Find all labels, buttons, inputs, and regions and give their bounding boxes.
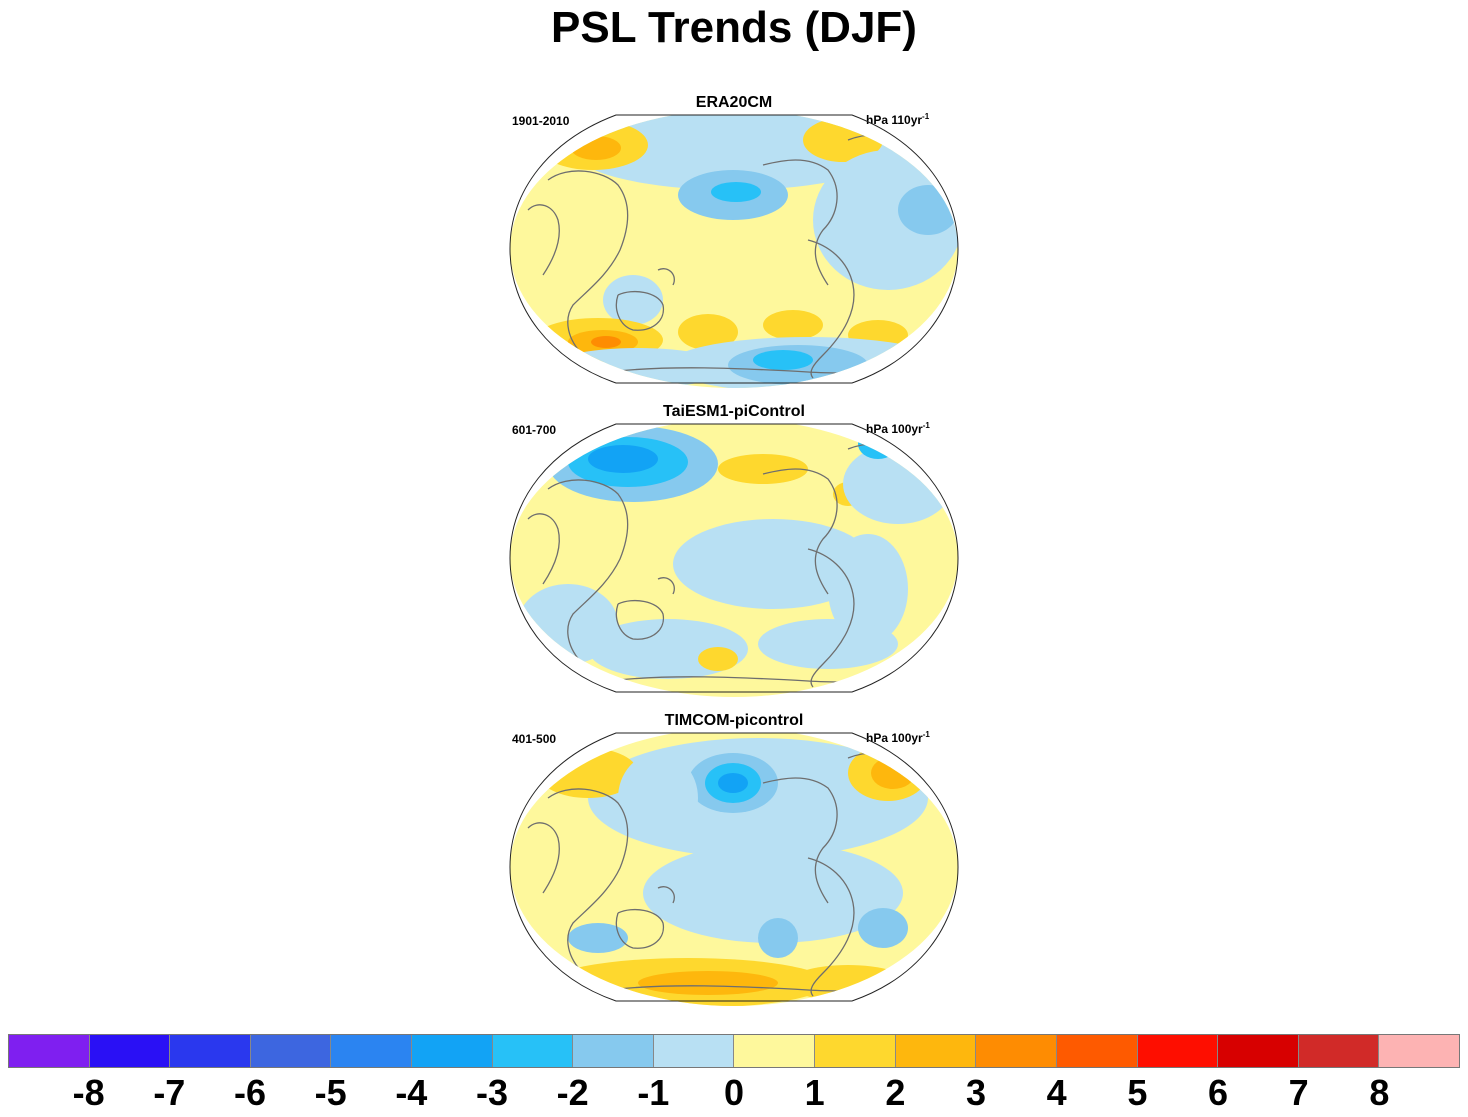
coastline — [615, 291, 665, 331]
coastline — [615, 909, 665, 949]
contour-region — [638, 971, 778, 995]
contour-region — [843, 444, 953, 524]
colorbar-box — [89, 1035, 171, 1067]
colorbar-box — [653, 1035, 735, 1067]
colorbar-tick-label: -6 — [233, 1072, 267, 1113]
colorbar-tick-label: 2 — [885, 1072, 906, 1113]
panel-period: 401-500 — [512, 732, 557, 746]
colorbar-tick-label: 8 — [1369, 1072, 1390, 1113]
world-map — [509, 732, 959, 1006]
coastline — [807, 239, 855, 379]
panel-title: TaiESM1-piControl — [663, 403, 805, 420]
coastline — [657, 268, 675, 286]
colorbar-tick-label: 7 — [1288, 1072, 1309, 1113]
colorbar-tick-label: -1 — [637, 1072, 670, 1113]
colorbar-box — [1379, 1035, 1459, 1067]
colorbar-box — [1218, 1035, 1299, 1067]
contour-region — [871, 757, 915, 789]
colorbar-box — [895, 1035, 977, 1067]
coastline — [547, 170, 629, 356]
contour-region — [603, 275, 663, 325]
contour-region — [758, 619, 898, 669]
colorbar-box — [331, 1035, 413, 1067]
coastline — [807, 857, 855, 997]
colorbar-tick-label: -2 — [556, 1072, 589, 1113]
colorbar-tick-label: -3 — [475, 1072, 509, 1113]
colorbar-box — [734, 1035, 816, 1067]
colorbar-tick-label: -4 — [395, 1072, 428, 1113]
colorbar-tick-label: 1 — [804, 1072, 825, 1113]
world-map — [509, 423, 959, 697]
colorbar-tick-label: -8 — [72, 1072, 105, 1113]
coastline — [527, 513, 560, 585]
colorbar-tick-label: -7 — [153, 1072, 186, 1113]
contour-region — [711, 182, 761, 202]
coastline — [657, 886, 675, 904]
contour-region — [758, 918, 798, 958]
coastline — [527, 822, 560, 894]
contour-region — [858, 908, 908, 948]
coastline — [762, 159, 838, 286]
map-panel: TIMCOM-picontrol 401-500 hPa 100yr-1 — [0, 712, 1468, 1012]
contour-region — [643, 843, 903, 943]
world-map — [509, 114, 959, 388]
coastline — [547, 479, 629, 665]
colorbar-box — [976, 1035, 1057, 1067]
contour-region — [898, 185, 958, 235]
contour-region — [591, 336, 621, 348]
contour-region — [571, 136, 621, 160]
contour-region — [618, 753, 698, 843]
contour-region — [813, 150, 958, 290]
coastline — [615, 600, 665, 640]
colorbar-box — [815, 1035, 896, 1067]
colorbar-tick-label: 3 — [965, 1072, 987, 1113]
contour-region — [763, 310, 823, 340]
map-border — [509, 732, 959, 1002]
colorbar — [8, 1034, 1460, 1068]
colorbar-tick-label: 0 — [723, 1072, 745, 1113]
map-panel: TaiESM1-piControl 601-700 hPa 100yr-1 — [0, 403, 1468, 703]
coastline — [657, 577, 675, 595]
panel-title: ERA20CM — [695, 94, 773, 111]
figure-title: PSL Trends (DJF) — [551, 3, 917, 52]
coastline — [762, 777, 838, 904]
contour-region — [588, 445, 658, 473]
panel-period: 601-700 — [512, 423, 557, 437]
contour-region — [568, 923, 628, 953]
colorbar-box — [9, 1035, 90, 1067]
coastline — [762, 468, 838, 595]
contour-region — [753, 350, 813, 370]
colorbar-box — [1056, 1035, 1138, 1067]
contour-region — [828, 534, 908, 644]
colorbar-box — [1137, 1035, 1219, 1067]
contour-region — [718, 454, 808, 484]
contour-region — [678, 314, 738, 350]
map-border — [509, 423, 959, 693]
colorbar-box — [170, 1035, 251, 1067]
panel-units: hPa 100yr-1 — [866, 421, 930, 436]
panel-period: 1901-2010 — [512, 114, 570, 128]
panel-units: hPa 110yr-1 — [866, 112, 930, 127]
colorbar-box — [573, 1035, 654, 1067]
coastline — [527, 204, 560, 276]
colorbar-box — [1298, 1035, 1380, 1067]
map-panel: ERA20CM 1901-2010 hPa 110yr-1 — [0, 94, 1468, 394]
contour-region — [698, 647, 738, 671]
map-border — [509, 114, 959, 384]
contour-region — [718, 773, 748, 793]
colorbar-tick-label: 6 — [1207, 1072, 1229, 1113]
colorbar-tick-label: 5 — [1127, 1072, 1148, 1113]
colorbar-box — [492, 1035, 574, 1067]
colorbar-tick-label: 4 — [1046, 1072, 1067, 1113]
panel-units: hPa 100yr-1 — [866, 730, 930, 745]
colorbar-tick-label: -5 — [314, 1072, 347, 1113]
coastline — [547, 788, 629, 974]
coastline — [807, 548, 855, 688]
panel-title: TIMCOM-picontrol — [664, 712, 804, 729]
colorbar-box — [250, 1035, 332, 1067]
colorbar-box — [412, 1035, 493, 1067]
